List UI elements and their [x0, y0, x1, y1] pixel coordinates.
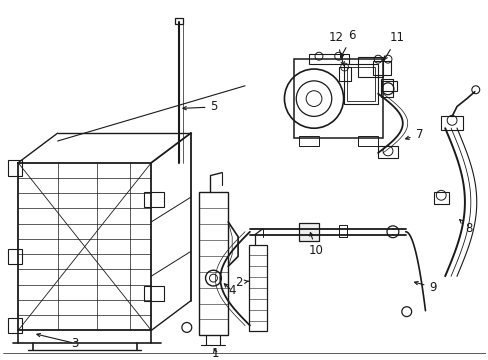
Bar [8, 160, 22, 176]
Bar [8, 248, 22, 264]
Bar [358, 136, 377, 146]
Bar [144, 192, 164, 207]
Bar [380, 79, 392, 96]
Bar [175, 18, 183, 24]
Bar [377, 146, 397, 158]
Bar [343, 64, 377, 104]
Bar [440, 116, 462, 130]
Text: 9: 9 [414, 281, 436, 294]
Text: 11: 11 [384, 31, 404, 60]
Text: 3: 3 [71, 337, 78, 350]
Bar [346, 67, 374, 100]
Bar [248, 244, 266, 331]
Bar [299, 136, 318, 146]
Text: 5: 5 [183, 100, 218, 113]
Bar [381, 81, 396, 91]
Bar [338, 225, 346, 237]
Bar [433, 192, 448, 204]
Text: 4: 4 [228, 284, 235, 297]
Bar [308, 54, 348, 64]
Text: 7: 7 [405, 128, 422, 141]
Bar [299, 223, 318, 240]
Text: 8: 8 [459, 220, 471, 235]
Bar [8, 318, 22, 333]
Text: 12: 12 [328, 31, 344, 65]
Bar [358, 57, 382, 77]
Text: 2: 2 [235, 276, 248, 289]
Text: 6: 6 [340, 30, 355, 58]
Bar [338, 67, 350, 81]
Bar [294, 59, 382, 138]
Bar [144, 286, 164, 301]
Bar [372, 61, 390, 75]
Text: 1: 1 [211, 347, 219, 360]
Bar [198, 192, 228, 335]
Text: 10: 10 [308, 233, 324, 257]
